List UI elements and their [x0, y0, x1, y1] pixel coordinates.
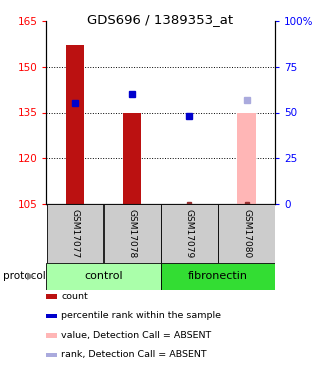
Bar — [66, 45, 84, 204]
Text: rank, Detection Call = ABSENT: rank, Detection Call = ABSENT — [61, 350, 207, 359]
Text: value, Detection Call = ABSENT: value, Detection Call = ABSENT — [61, 331, 212, 340]
Bar — [161, 262, 275, 290]
Text: ▶: ▶ — [27, 271, 34, 281]
Bar — [237, 112, 256, 204]
Text: protocol: protocol — [3, 271, 46, 281]
Bar — [123, 112, 141, 204]
Text: percentile rank within the sample: percentile rank within the sample — [61, 311, 221, 320]
Text: count: count — [61, 292, 88, 301]
Text: GSM17079: GSM17079 — [185, 209, 194, 258]
Text: GSM17080: GSM17080 — [242, 209, 251, 258]
Text: GSM17078: GSM17078 — [128, 209, 137, 258]
Bar — [161, 204, 218, 262]
Text: GDS696 / 1389353_at: GDS696 / 1389353_at — [87, 13, 233, 26]
Text: control: control — [84, 271, 123, 281]
Text: fibronectin: fibronectin — [188, 271, 248, 281]
Bar — [46, 262, 161, 290]
Bar — [47, 204, 103, 262]
Bar — [104, 204, 161, 262]
Bar — [218, 204, 275, 262]
Text: GSM17077: GSM17077 — [70, 209, 79, 258]
